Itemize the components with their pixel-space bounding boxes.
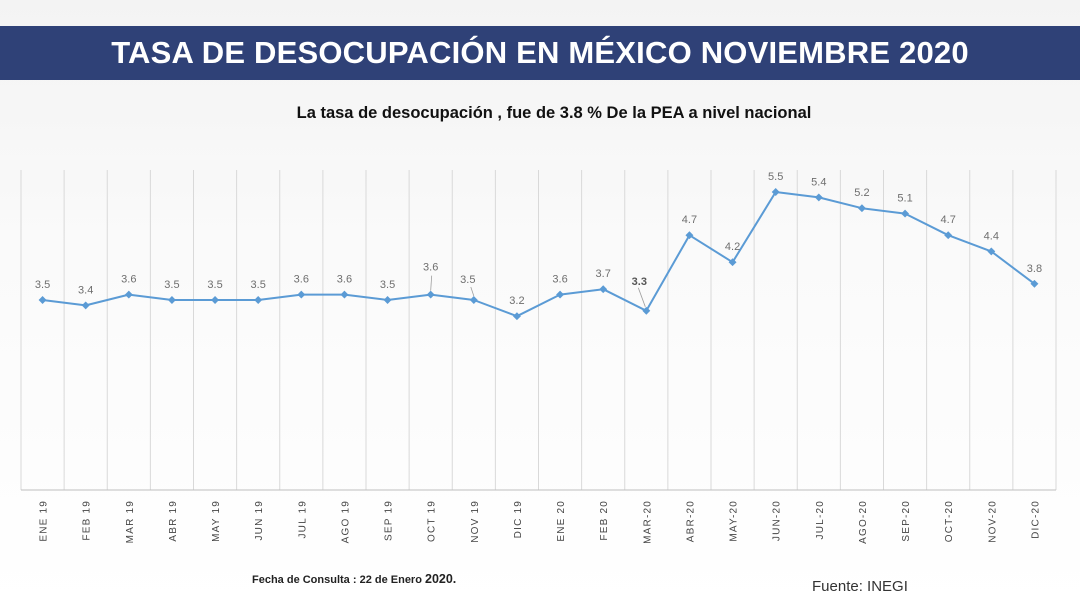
- data-point: [728, 258, 737, 267]
- x-tick-label: AGO-20: [858, 500, 869, 544]
- data-label: 3.5: [164, 279, 179, 291]
- series-line: [42, 191, 1036, 318]
- data-label: 3.7: [596, 268, 611, 280]
- x-tick-label: MAR 19: [125, 500, 136, 543]
- data-label: 3.5: [460, 274, 475, 286]
- data-label: 3.6: [552, 274, 567, 286]
- data-point: [38, 296, 47, 304]
- data-point: [297, 290, 306, 299]
- x-tick-label: FEB 20: [599, 500, 610, 541]
- data-label: 3.5: [251, 279, 266, 291]
- data-point: [124, 290, 133, 299]
- data-label: 3.5: [35, 279, 50, 291]
- x-tick-label: ABR-20: [685, 500, 696, 542]
- x-tick-label: ENE 20: [556, 500, 567, 542]
- data-label: 3.5: [380, 279, 395, 291]
- x-tick-label: DIC 19: [513, 500, 524, 538]
- leader-line: [637, 287, 646, 307]
- data-label: 3.3: [632, 276, 647, 288]
- data-point: [814, 193, 823, 202]
- x-tick-label: NOV-20: [987, 500, 998, 543]
- data-label: 3.5: [207, 279, 222, 291]
- x-tick-label: JUN 19: [254, 500, 265, 541]
- data-point: [857, 204, 866, 213]
- data-point: [340, 290, 349, 299]
- fecha-consulta: Fecha de Consulta : 22 de Enero 2020.: [252, 572, 456, 586]
- x-tick-label: ENE 19: [39, 500, 50, 542]
- x-tick-label: MAR-20: [642, 500, 653, 544]
- data-point: [685, 231, 694, 240]
- x-tick-label: SEP 19: [384, 500, 395, 541]
- data-label: 3.8: [1027, 263, 1042, 275]
- data-point: [771, 188, 780, 196]
- source-note: Fuente: INEGI: [812, 578, 908, 595]
- fecha-year: 2020.: [425, 572, 457, 586]
- data-point: [469, 296, 478, 304]
- x-tick-label: MAY 19: [211, 500, 222, 542]
- data-label: 5.2: [854, 187, 869, 199]
- data-point: [642, 306, 651, 315]
- data-label: 3.6: [294, 274, 309, 286]
- data-point: [383, 296, 392, 304]
- data-point: [944, 231, 953, 240]
- data-label: 5.5: [768, 171, 783, 183]
- x-tick-label: AGO 19: [340, 500, 351, 543]
- data-point: [426, 290, 435, 299]
- chart-subtitle: La tasa de desocupación , fue de 3.8 % D…: [296, 104, 812, 122]
- x-tick-label: ABR 19: [168, 500, 179, 542]
- x-tick-label: MAY-20: [729, 500, 740, 542]
- data-point: [512, 312, 521, 321]
- x-tick-label: DIC-20: [1030, 500, 1041, 539]
- x-tick-label: JUL-20: [815, 500, 826, 539]
- data-point: [599, 285, 608, 294]
- data-point: [1030, 279, 1039, 288]
- title-banner: TASA DE DESOCUPACIÓN EN MÉXICO NOVIEMBRE…: [0, 26, 1080, 80]
- data-point: [81, 301, 90, 310]
- x-tick-label: JUL 19: [297, 500, 308, 539]
- data-label: 5.4: [811, 176, 826, 188]
- data-label: 3.6: [337, 274, 352, 286]
- x-tick-label: SEP-20: [901, 500, 912, 542]
- data-label: 4.2: [725, 241, 740, 253]
- x-tick-label: OCT 19: [427, 500, 438, 542]
- data-point: [254, 296, 263, 304]
- data-point: [211, 296, 220, 304]
- x-tick-label: FEB 19: [82, 500, 93, 541]
- data-label: 3.6: [121, 274, 136, 286]
- data-label: 5.1: [897, 193, 912, 205]
- x-tick-label: JUN-20: [772, 500, 783, 541]
- data-label: 3.2: [509, 295, 524, 307]
- data-label: 4.4: [984, 230, 999, 242]
- page-title: TASA DE DESOCUPACIÓN EN MÉXICO NOVIEMBRE…: [111, 35, 969, 70]
- fecha-text: Fecha de Consulta : 22 de Enero: [252, 574, 425, 586]
- data-label: 3.4: [78, 284, 93, 296]
- x-tick-label: OCT-20: [944, 500, 955, 542]
- x-tick-label: NOV 19: [470, 500, 481, 543]
- leader-line: [430, 275, 433, 291]
- data-point: [167, 296, 176, 304]
- leader-line: [470, 286, 475, 297]
- data-label: 4.7: [941, 214, 956, 226]
- data-point: [901, 209, 910, 218]
- data-label: 3.6: [423, 262, 438, 274]
- data-label: 4.7: [682, 214, 697, 226]
- data-point: [556, 290, 565, 299]
